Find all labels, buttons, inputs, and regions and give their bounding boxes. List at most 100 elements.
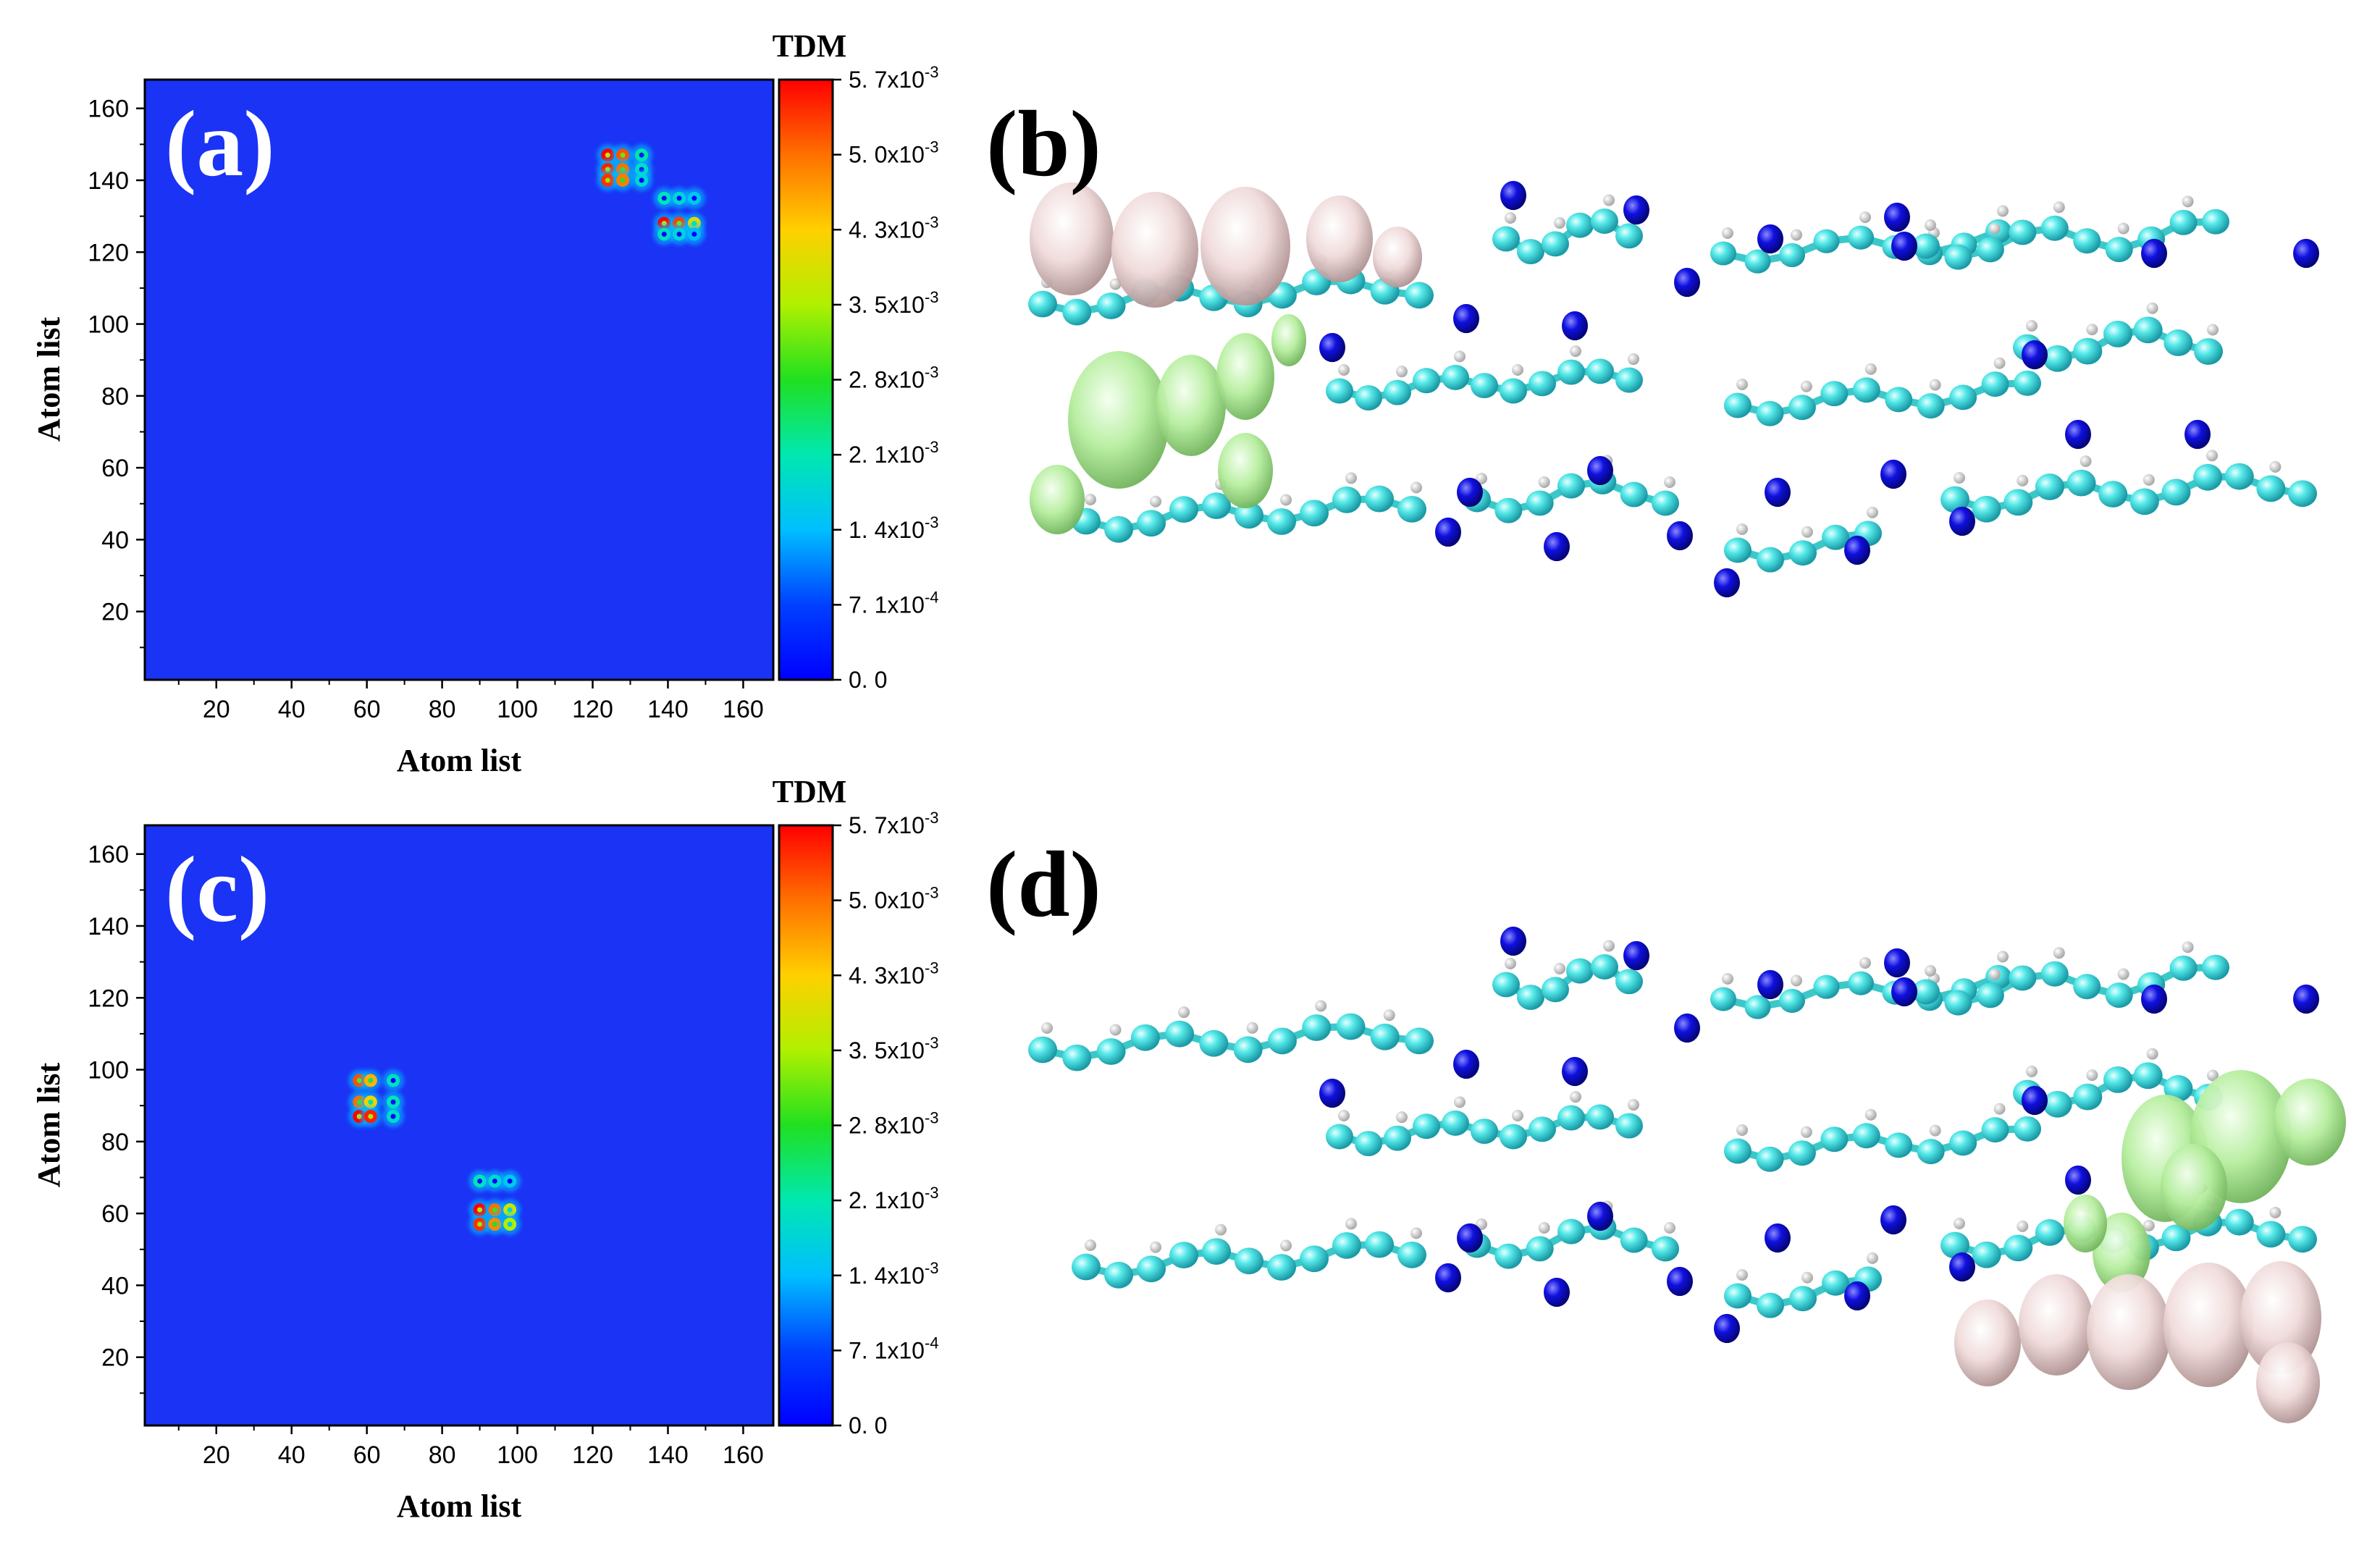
x-tick-label: 20 [203, 696, 230, 723]
hydrogen-atom [2146, 302, 2158, 314]
carbon-atom [1471, 373, 1498, 399]
colorbar-label: 3. 5x10-3 [849, 288, 939, 318]
hydrogen-atom [2053, 201, 2065, 214]
x-tick-label: 120 [572, 1441, 613, 1469]
hydrogen-atom [1505, 958, 1516, 969]
hotspot-core [492, 1221, 497, 1227]
carbon-atom [1267, 1027, 1297, 1055]
nitrogen-atom [2141, 984, 2167, 1014]
hydrogen-atom [1722, 227, 1733, 239]
carbon-atom [2129, 488, 2159, 515]
carbon-atom [1062, 1044, 1092, 1071]
colorbar-label: 7. 1x10-4 [849, 1334, 939, 1363]
carbon-atom [1615, 367, 1643, 393]
hotspot-core [676, 195, 682, 201]
carbon-atom [1202, 1238, 1231, 1265]
hole-lobe [1306, 195, 1373, 282]
nitrogen-atom [1884, 202, 1910, 232]
colorbar [778, 78, 834, 681]
hydrogen-atom [1178, 1006, 1190, 1019]
hydrogen-atom [1929, 379, 1941, 391]
carbon-atom [1332, 1232, 1361, 1259]
carbon-atom [1494, 497, 1523, 523]
hydrogen-atom [2146, 1048, 2158, 1060]
x-tick-label: 160 [723, 696, 764, 723]
carbon-atom [1852, 1123, 1880, 1149]
hydrogen-atom [1603, 940, 1615, 952]
carbon-atom [1820, 1126, 1849, 1153]
colorbar-title: TDM [773, 28, 847, 64]
nitrogen-atom [1667, 521, 1693, 551]
hydrogen-atom [1736, 523, 1748, 535]
hydrogen-atom [2269, 1206, 2282, 1218]
nitrogen-atom [1949, 1252, 1975, 1282]
hydrogen-atom [1085, 1239, 1096, 1251]
carbon-atom [1652, 490, 1679, 516]
nitrogen-atom [2065, 1165, 2091, 1195]
carbon-atom [1397, 1241, 1426, 1268]
nitrogen-atom [1757, 969, 1783, 1000]
carbon-atom [1104, 1261, 1133, 1289]
hydrogen-atom [1722, 973, 1733, 985]
y-tick-label: 100 [88, 1057, 129, 1084]
carbon-atom [1744, 249, 1771, 274]
hydrogen-atom [1864, 1108, 1877, 1121]
colorbar-labels: 5. 7x10-3 5. 0x10-3 4. 3x10-3 3. 5x10-3 2. 8… [833, 63, 939, 693]
hotspot-core [507, 1178, 513, 1184]
nitrogen-atom [1319, 332, 1345, 363]
hydrogen-atom [2269, 460, 2282, 473]
plot-area [145, 80, 773, 680]
carbon-atom [1586, 1104, 1614, 1130]
hydrogen-atom [2086, 1069, 2098, 1082]
carbon-atom [1202, 492, 1231, 520]
hydrogen-atom [2207, 324, 2219, 336]
x-axis-title: Atom list [397, 1488, 522, 1524]
carbon-atom [2193, 463, 2223, 491]
carbon-atom [1788, 1140, 1816, 1166]
carbon-atom [1940, 486, 1969, 513]
hotspot-core [605, 177, 610, 183]
electron-lobe [1068, 351, 1169, 489]
hydrogen-atom [1864, 363, 1877, 375]
carbon-atom [1500, 378, 1527, 404]
nitrogen-atom [1880, 459, 1906, 489]
carbon-atom [1744, 995, 1771, 1019]
hydrogen-atom [1554, 962, 1565, 974]
panel-label: (a) [165, 92, 275, 196]
x-axis-title: Atom list [397, 743, 522, 778]
carbon-atom [1542, 231, 1569, 257]
carbon-atom [1620, 481, 1648, 507]
x-tick-label: 80 [429, 696, 456, 723]
electron-lobe [1216, 333, 1274, 420]
carbon-atom [1529, 371, 1556, 397]
isosurface-lobes-front [1030, 182, 1422, 534]
carbon-atom [2043, 1090, 2072, 1118]
hydrogen-atom [1570, 345, 1581, 358]
colorbar-label: 5. 7x10-3 [849, 809, 939, 838]
colorbar-label: 1. 4x10-3 [849, 513, 939, 543]
hydrogen-atom [2017, 1220, 2029, 1232]
carbon-atom [1413, 1113, 1440, 1140]
carbon-atom [1940, 1231, 1969, 1259]
carbon-atom [1788, 395, 1816, 421]
hotspot-core [390, 1077, 396, 1083]
hydrogen-atom [1345, 472, 1357, 484]
colorbar-label: 2. 8x10-3 [849, 363, 939, 393]
carbon-atom [1169, 1242, 1198, 1269]
colorbar-label: 5. 0x10-3 [849, 138, 939, 168]
carbon-atom [1336, 1013, 1366, 1040]
electron-lobe [1271, 314, 1306, 366]
hole-lobe [1111, 192, 1198, 308]
nitrogen-atom [1457, 477, 1483, 507]
carbon-atom [1235, 502, 1263, 529]
carbon-atom [1413, 368, 1440, 394]
nitrogen-atom [2022, 340, 2048, 370]
carbon-atom [1710, 987, 1736, 1011]
hydrogen-atom [1345, 1218, 1357, 1230]
x-tick-label: 60 [353, 696, 381, 723]
hotspot-core [691, 231, 697, 237]
colorbar-label: 7. 1x10-4 [849, 588, 939, 618]
y-tick-label: 60 [101, 455, 129, 482]
hydrogen-atom [1801, 1271, 1813, 1284]
nitrogen-atom [1623, 940, 1649, 971]
